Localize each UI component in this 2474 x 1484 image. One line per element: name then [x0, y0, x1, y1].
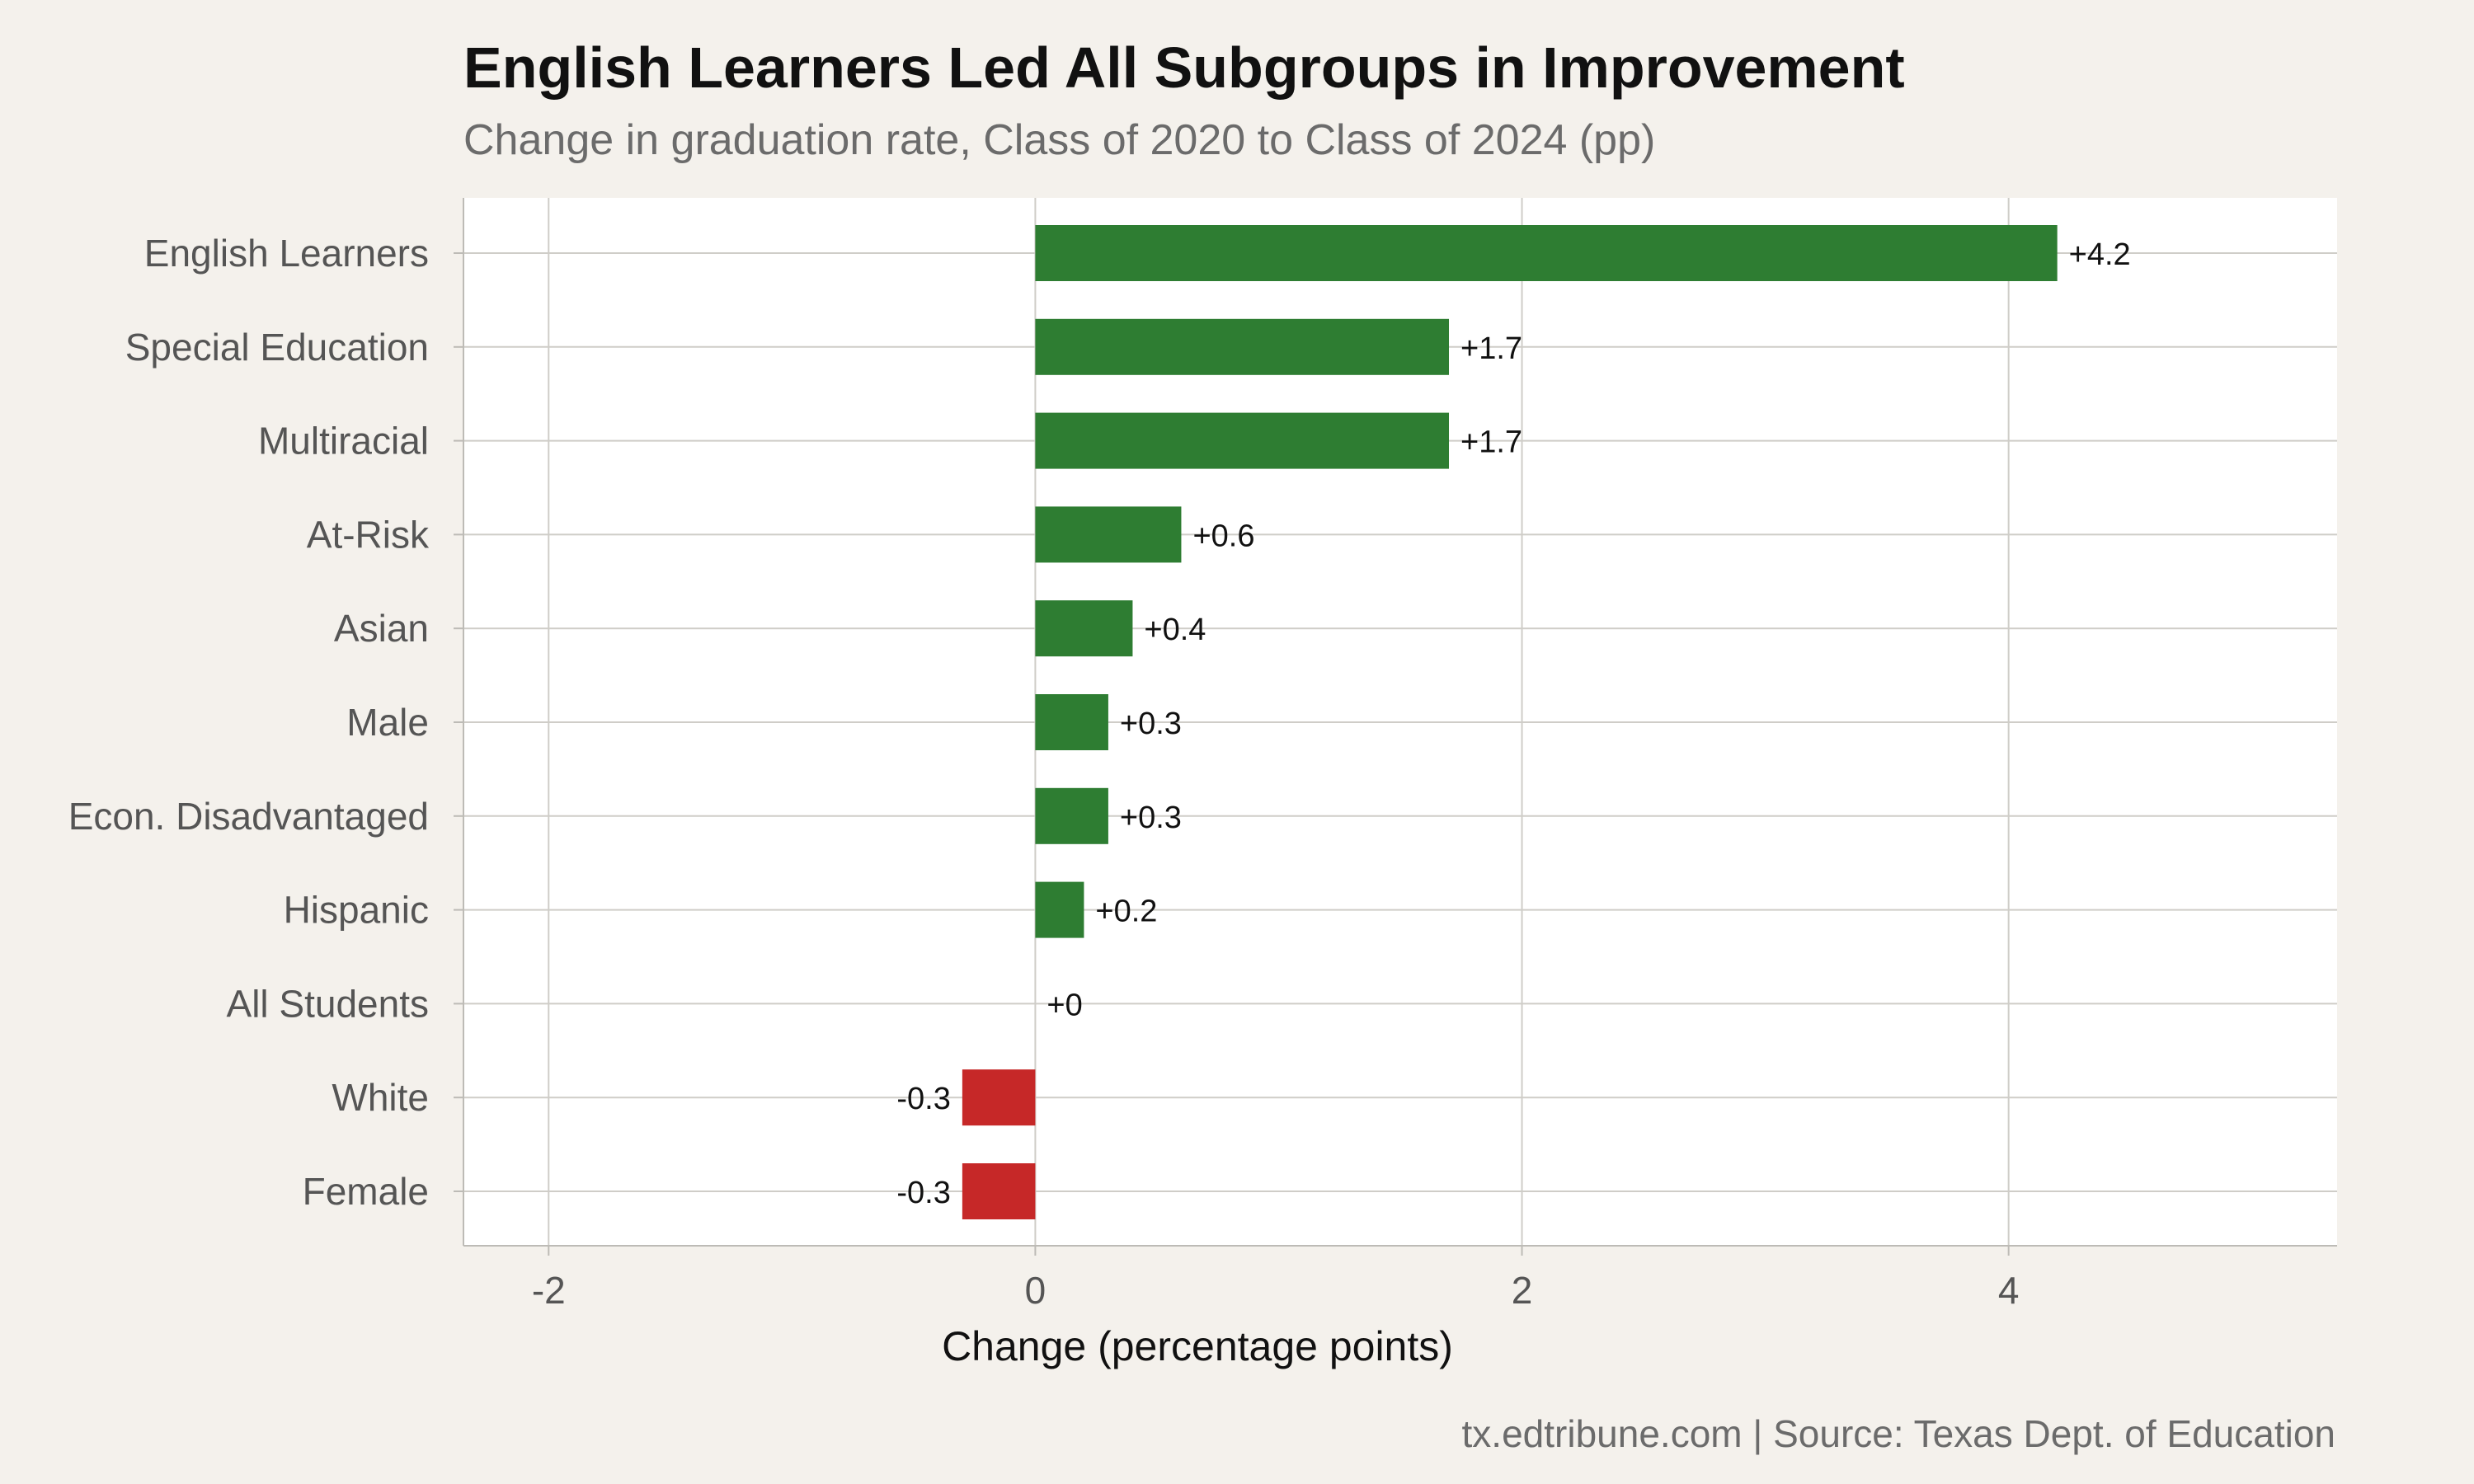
- category-label: At-Risk: [307, 513, 430, 556]
- bar-value-label: -0.3: [896, 1176, 950, 1210]
- category-label: Female: [303, 1170, 429, 1213]
- bar: [1035, 694, 1108, 750]
- category-labels: English Learners Special Education Multira…: [68, 232, 430, 1213]
- bar-value-label: +4.2: [2069, 237, 2131, 272]
- x-tick-label: 4: [1998, 1269, 2020, 1312]
- bar: [1035, 225, 2058, 281]
- chart-subtitle: Change in graduation rate, Class of 2020…: [463, 116, 1656, 164]
- bar-value-label: +0: [1047, 988, 1082, 1022]
- chart-caption: tx.edtribune.com | Source: Texas Dept. o…: [1461, 1412, 2335, 1455]
- chart-title: English Learners Led All Subgroups in Im…: [463, 35, 1905, 100]
- bar: [1035, 881, 1084, 938]
- category-label: Asian: [334, 607, 429, 650]
- bar: [1035, 506, 1182, 563]
- category-label: White: [332, 1076, 429, 1119]
- bar: [1035, 412, 1450, 469]
- bar-value-label: +0.2: [1095, 895, 1157, 929]
- category-label: Male: [346, 701, 429, 744]
- x-tick-label: 0: [1025, 1269, 1047, 1312]
- bar-value-label: +0.4: [1144, 613, 1206, 647]
- bar-value-label: +1.7: [1460, 331, 1522, 366]
- value-labels: +4.2 +1.7 +1.7 +0.6 +0.4 +0.3 +0.3 +0.2 +0 -0.3 -0…: [896, 237, 2130, 1210]
- axes: [454, 198, 2337, 1256]
- category-label: Econ. Disadvantaged: [68, 795, 429, 838]
- category-label: Hispanic: [284, 889, 429, 932]
- bar-value-label: +0.6: [1192, 519, 1254, 553]
- category-label: English Learners: [144, 232, 429, 275]
- bar: [962, 1069, 1036, 1126]
- category-label: All Students: [227, 982, 429, 1025]
- x-tick-label: 2: [1512, 1269, 1533, 1312]
- bar-value-label: -0.3: [896, 1082, 950, 1116]
- x-tick-labels: -2 0 2 4: [532, 1269, 2020, 1312]
- bar: [962, 1163, 1036, 1219]
- x-axis-title: Change (percentage points): [942, 1323, 1453, 1369]
- bar: [1035, 318, 1450, 375]
- category-label: Special Education: [125, 326, 429, 369]
- bar: [1035, 787, 1108, 844]
- x-tick-label: -2: [532, 1269, 566, 1312]
- bar-value-label: +0.3: [1120, 707, 1182, 741]
- bar-value-label: +1.7: [1460, 425, 1522, 460]
- bars: [962, 225, 2058, 1219]
- bar-value-label: +0.3: [1120, 801, 1182, 835]
- bar: [1035, 600, 1133, 657]
- category-label: Multiracial: [258, 420, 429, 463]
